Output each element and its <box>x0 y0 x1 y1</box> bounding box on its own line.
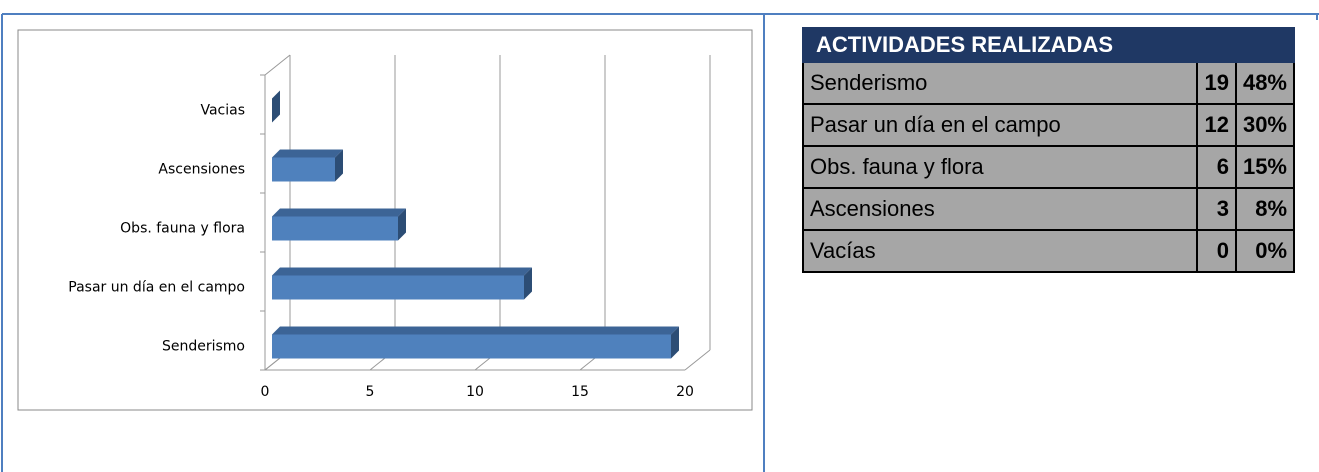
table-row: Pasar un día en el campo 12 30% <box>801 103 1296 147</box>
cell-number: 30% <box>1234 103 1296 147</box>
table-header: ACTIVIDADES REALIZADAS <box>802 27 1295 63</box>
bar-front <box>272 157 335 182</box>
cell-number: 0% <box>1234 229 1296 273</box>
cell-label: Obs. fauna y flora <box>801 145 1199 189</box>
table-row: Ascensiones 3 8% <box>801 187 1296 231</box>
bar-side <box>272 90 280 123</box>
bar-front <box>272 275 524 300</box>
bar-top <box>272 208 406 217</box>
bar-top <box>272 267 532 276</box>
y-tick-label: Obs. fauna y flora <box>120 221 245 237</box>
grid-line-floor <box>684 349 711 371</box>
bar-side <box>398 208 406 241</box>
table-row: Obs. fauna y flora 6 15% <box>801 145 1296 189</box>
cell-label: Senderismo <box>801 61 1199 105</box>
table-title: ACTIVIDADES REALIZADAS <box>802 27 1295 63</box>
cell-number: 8% <box>1234 187 1296 231</box>
table-row: Senderismo 19 48% <box>801 61 1296 105</box>
bar <box>272 208 406 241</box>
bar-front <box>272 216 398 241</box>
x-tick-label: 10 <box>466 384 484 400</box>
table-row: Vacías 0 0% <box>801 229 1296 273</box>
y-tick-label: Senderismo <box>162 339 245 355</box>
cell-label: Ascensiones <box>801 187 1199 231</box>
bar <box>272 149 343 182</box>
y-tick-label: Vacias <box>200 103 245 119</box>
x-tick-label: 0 <box>261 384 270 400</box>
cell-label: Pasar un día en el campo <box>801 103 1199 147</box>
cell-number: 19 <box>1196 61 1237 105</box>
cell-number: 15% <box>1234 145 1296 189</box>
cell-number: 12 <box>1196 103 1237 147</box>
cell-number: 6 <box>1196 145 1237 189</box>
grid-line <box>684 55 711 371</box>
axis <box>264 54 291 76</box>
x-tick-label: 20 <box>676 384 694 400</box>
bar-side <box>524 267 532 300</box>
bar-top <box>272 326 679 335</box>
bar-side <box>335 149 343 182</box>
x-tick-label: 5 <box>366 384 375 400</box>
cell-label: Vacías <box>801 229 1199 273</box>
cell-number: 3 <box>1196 187 1237 231</box>
bar-top <box>272 149 343 158</box>
cell-number: 0 <box>1196 229 1237 273</box>
bar <box>272 267 532 300</box>
bar-side <box>671 326 679 359</box>
x-tick-label: 15 <box>571 384 589 400</box>
y-tick-label: Pasar un día en el campo <box>68 280 245 296</box>
table: ACTIVIDADES REALIZADAS Senderismo 19 48% Pas… <box>801 27 1296 273</box>
bar <box>272 90 280 123</box>
y-tick-label: Ascensiones <box>158 162 245 178</box>
cell-number: 48% <box>1234 61 1296 105</box>
bar-front <box>272 334 671 359</box>
bar <box>272 326 679 359</box>
